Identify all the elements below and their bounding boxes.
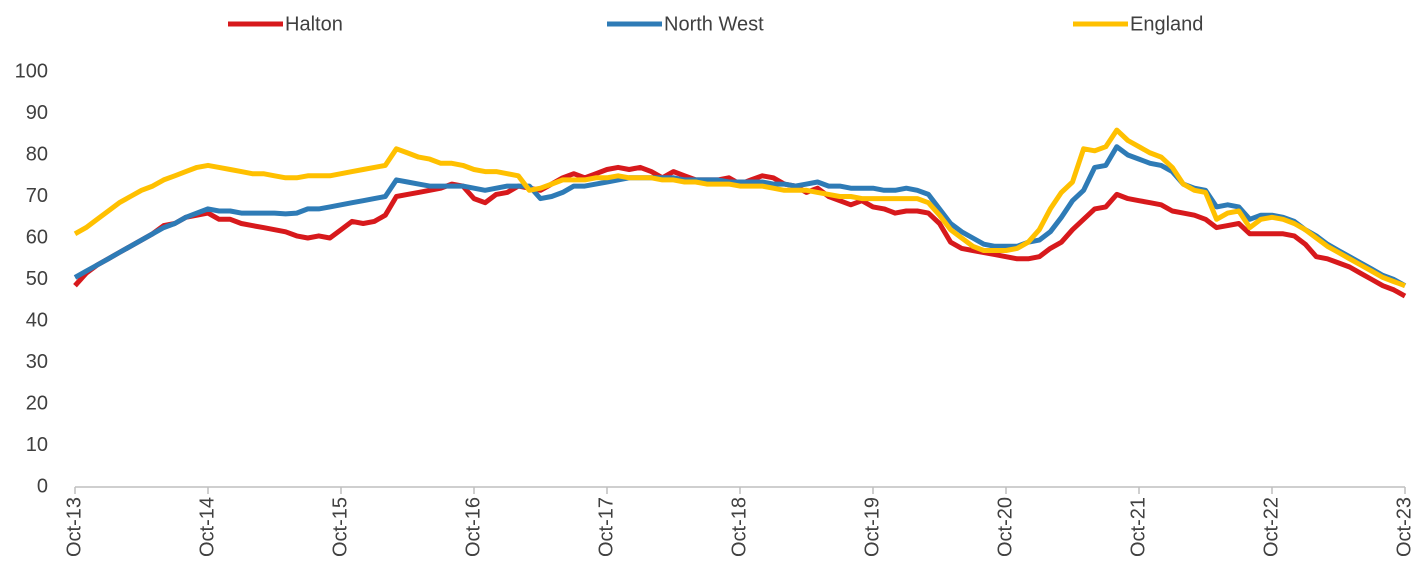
y-tick-label: 100	[15, 60, 48, 82]
x-tick-label: Oct-14	[196, 497, 218, 557]
y-tick-label: 70	[26, 185, 48, 207]
legend-label: England	[1130, 13, 1203, 35]
y-tick-label: 30	[26, 351, 48, 373]
x-tick-label: Oct-21	[1127, 497, 1149, 557]
x-tick-label: Oct-19	[861, 497, 883, 557]
y-tick-label: 80	[26, 143, 48, 165]
x-tick-label: Oct-16	[462, 497, 484, 557]
x-tick-label: Oct-13	[63, 497, 85, 557]
x-tick-label: Oct-18	[728, 497, 750, 557]
y-tick-label: 10	[26, 434, 48, 456]
line-series	[73, 127, 1406, 289]
legend-label: North West	[664, 13, 764, 35]
x-tick-label: Oct-17	[595, 497, 617, 557]
y-tick-label: 60	[26, 226, 48, 248]
x-tick-label: Oct-23	[1393, 497, 1415, 557]
x-tick-label: Oct-20	[994, 497, 1016, 557]
y-tick-label: 50	[26, 268, 48, 290]
x-tick-label: Oct-22	[1260, 497, 1282, 557]
x-tick-label: Oct-15	[329, 497, 351, 557]
y-tick-label: 0	[37, 475, 48, 497]
line-series	[73, 144, 1407, 288]
y-tick-label: 90	[26, 102, 48, 124]
y-tick-label: 20	[26, 392, 48, 414]
legend-label: Halton	[285, 13, 343, 35]
y-tick-label: 40	[26, 309, 48, 331]
